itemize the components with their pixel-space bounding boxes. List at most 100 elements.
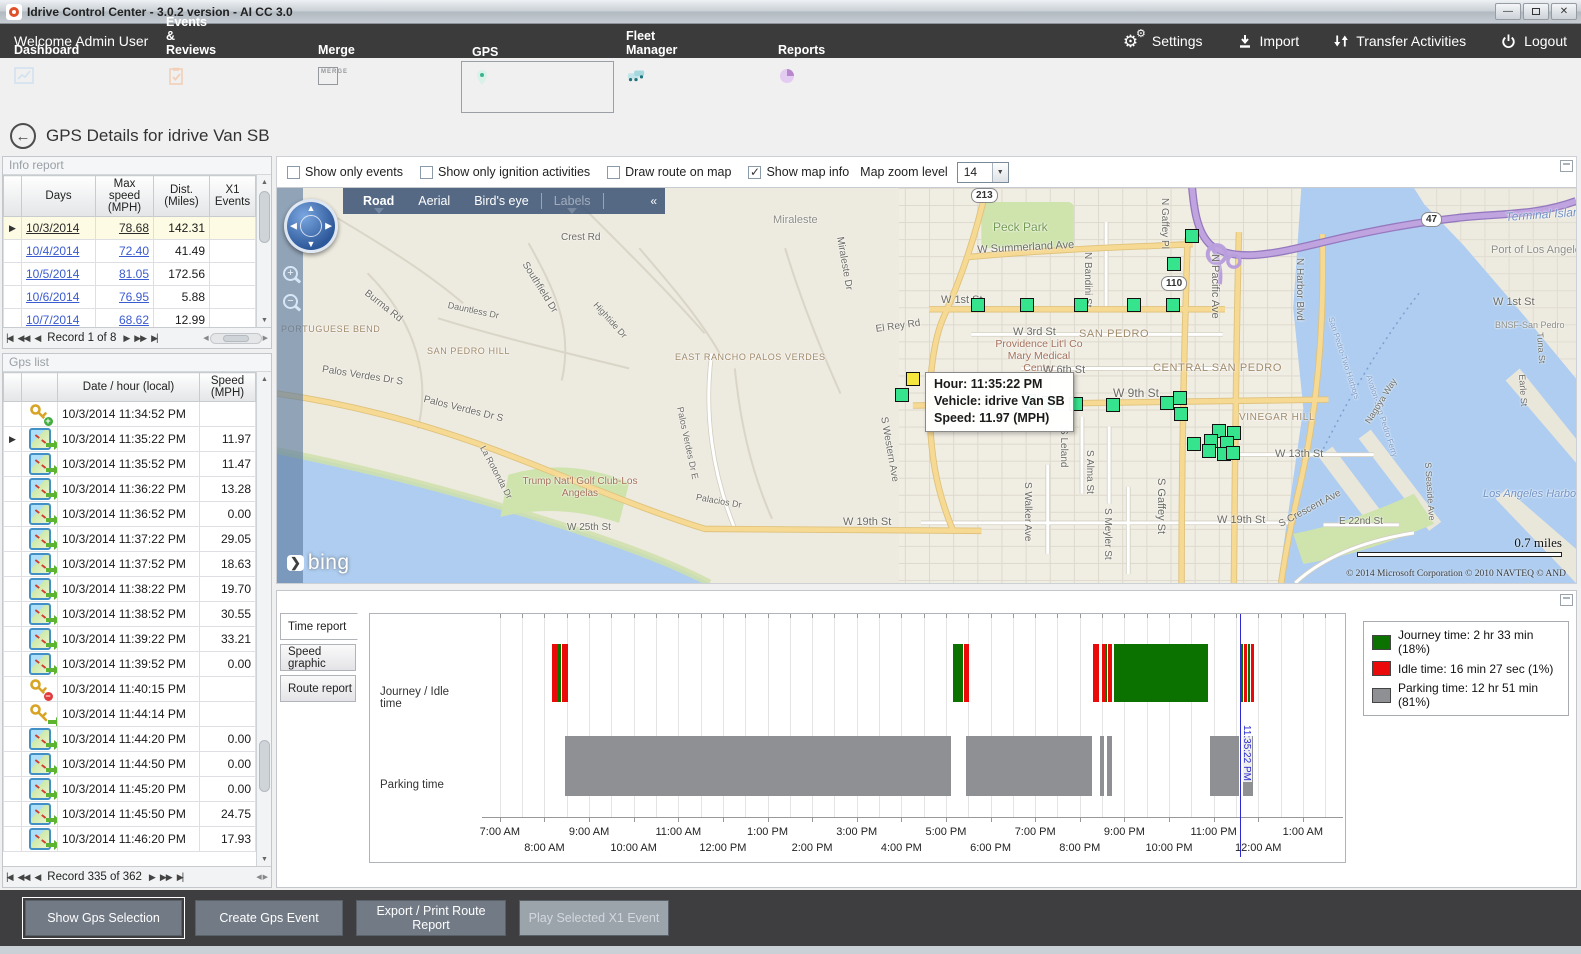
col-x1-events[interactable]: X1 Events: [209, 175, 256, 217]
gps-list-row[interactable]: 10/3/2014 11:39:52 PM 0.00: [3, 651, 256, 677]
map-marker[interactable]: [1167, 257, 1181, 271]
col-speed[interactable]: Speed (MPH): [199, 372, 256, 402]
map-compass[interactable]: ▲ ▼ ◀ ▶: [284, 199, 338, 253]
pager-prev[interactable]: ◀: [34, 332, 41, 343]
settings-button[interactable]: ⚙ ⚙ Settings: [1123, 28, 1203, 51]
map-marker[interactable]: [895, 388, 909, 402]
gps-list-row[interactable]: 10/3/2014 11:36:22 PM 13.28: [3, 476, 256, 502]
pager-first[interactable]: ◀: [6, 872, 14, 883]
map-marker[interactable]: [1160, 396, 1174, 410]
pan-right-icon[interactable]: ▶: [325, 220, 332, 231]
max-speed-link[interactable]: 78.68: [118, 221, 149, 235]
create-gps-event-button[interactable]: Create Gps Event: [195, 900, 343, 936]
gps-list-row[interactable]: 10/3/2014 11:36:52 PM 0.00: [3, 501, 256, 527]
tab-speed-graphic[interactable]: Speed graphic: [280, 644, 356, 671]
pager-last[interactable]: ▶: [151, 333, 158, 344]
gps-list-row[interactable]: 10/3/2014 11:45:50 PM 24.75: [3, 801, 256, 827]
gps-hscrollbar[interactable]: ◀ ▶: [256, 874, 268, 881]
col-datetime[interactable]: Date / hour (local): [57, 372, 200, 402]
tab-time-report[interactable]: Time report: [280, 613, 358, 640]
info-report-row[interactable]: 10/7/2014 68.62 12.99: [3, 308, 256, 327]
map-marker[interactable]: [971, 298, 985, 312]
pager-prev-page[interactable]: ◀◀: [17, 332, 31, 343]
pager-next[interactable]: ▶: [123, 332, 130, 343]
checkbox-show-map-info[interactable]: ✓ Show map info: [748, 165, 850, 179]
checkbox-show-only-ignition-activities[interactable]: Show only ignition activities: [419, 165, 590, 179]
map-tab-road[interactable]: Road: [351, 194, 406, 214]
zoom-out-icon[interactable]: −: [283, 294, 298, 309]
map-marker[interactable]: [1202, 444, 1216, 458]
gps-list-row[interactable]: 10/3/2014 11:38:52 PM 30.55: [3, 601, 256, 627]
pan-up-icon[interactable]: ▲: [306, 203, 316, 213]
scroll-down-icon[interactable]: ▼: [261, 316, 268, 324]
pager-next-page[interactable]: ▶▶: [159, 871, 173, 882]
show-gps-selection-button[interactable]: Show Gps Selection: [22, 897, 185, 939]
tab-route-report[interactable]: Route report: [280, 675, 356, 702]
logout-button[interactable]: Logout: [1500, 33, 1567, 50]
import-button[interactable]: Import: [1237, 33, 1299, 49]
pager-last[interactable]: ▶: [177, 872, 184, 883]
gps-list-row[interactable]: 10/3/2014 11:37:52 PM 18.63: [3, 551, 256, 577]
gps-list-row[interactable]: 10/3/2014 11:39:22 PM 33.21: [3, 626, 256, 652]
col-dist[interactable]: Dist. (Miles): [153, 175, 210, 217]
gps-list-row[interactable]: 10/3/2014 11:44:20 PM 0.00: [3, 726, 256, 752]
scroll-up-icon[interactable]: ▲: [261, 178, 268, 186]
scroll-up-icon[interactable]: ▲: [261, 375, 268, 383]
map-marker[interactable]: [1166, 298, 1180, 312]
map-tab-aerial[interactable]: Aerial: [418, 194, 451, 208]
pan-left-icon[interactable]: ◀: [290, 220, 297, 231]
checkbox-draw-route-on-map[interactable]: Draw route on map: [607, 165, 731, 179]
map-marker[interactable]: [1020, 298, 1034, 312]
pager-prev-page[interactable]: ◀◀: [17, 871, 31, 882]
day-link[interactable]: 10/5/2014: [26, 267, 80, 281]
info-report-row[interactable]: 10/6/2014 76.95 5.88: [3, 285, 256, 309]
scroll-down-icon[interactable]: ▼: [261, 855, 268, 863]
checkbox-show-only-events[interactable]: Show only events: [287, 165, 403, 179]
map-tab-labels[interactable]: Labels: [542, 194, 603, 214]
map-marker[interactable]: [1173, 391, 1187, 405]
map-collapse-icon[interactable]: [1560, 160, 1573, 172]
transfer-activities-button[interactable]: Transfer Activities: [1333, 33, 1466, 49]
pager-next[interactable]: ▶: [148, 871, 156, 882]
gps-list-row[interactable]: 10/3/2014 11:35:52 PM 11.47: [3, 451, 256, 477]
pager-prev[interactable]: ◀: [34, 871, 41, 882]
col-days[interactable]: Days: [21, 175, 96, 217]
map-marker[interactable]: [1127, 298, 1141, 312]
info-report-row[interactable]: 10/5/2014 81.05 172.56: [3, 262, 256, 286]
minimize-button[interactable]: —: [1495, 3, 1521, 20]
export-print-route-report-button[interactable]: Export / Print Route Report: [356, 900, 506, 936]
max-speed-link[interactable]: 72.40: [118, 244, 149, 258]
gps-list-row[interactable]: 10/3/2014 11:45:20 PM 0.00: [3, 776, 256, 802]
play-selected-x1-event-button[interactable]: Play Selected X1 Event: [519, 900, 669, 936]
map-marker[interactable]: [1226, 446, 1240, 460]
day-link[interactable]: 10/4/2014: [26, 244, 80, 258]
map-marker[interactable]: [1187, 437, 1201, 451]
max-speed-link[interactable]: 68.62: [118, 313, 149, 327]
zoom-in-icon[interactable]: +: [283, 266, 298, 281]
maximize-button[interactable]: [1523, 3, 1549, 20]
pager-first[interactable]: ◀: [6, 333, 14, 344]
close-button[interactable]: ✕: [1551, 3, 1577, 20]
pager-next-page[interactable]: ▶▶: [134, 332, 147, 343]
map-pan-strip[interactable]: [277, 188, 303, 583]
max-speed-link[interactable]: 76.95: [118, 290, 149, 304]
gps-list-row[interactable]: + 10/3/2014 11:34:52 PM: [3, 401, 256, 427]
col-max-speed[interactable]: Max speed (MPH): [95, 175, 154, 217]
gps-list-row[interactable]: 10/3/2014 11:44:50 PM 0.00: [3, 751, 256, 777]
map-tab-birdseye[interactable]: Bird's eye: [474, 194, 529, 208]
bing-map[interactable]: ▲ ▼ ◀ ▶ + − Road Aerial Bird's eye Label…: [277, 187, 1576, 583]
map-marker[interactable]: [1185, 229, 1199, 243]
map-tabs-collapse-icon[interactable]: «: [650, 194, 657, 208]
day-link[interactable]: 10/7/2014: [26, 313, 80, 327]
map-marker[interactable]: [1106, 398, 1120, 412]
back-button[interactable]: ←: [10, 123, 36, 149]
info-report-row[interactable]: 10/4/2014 72.40 41.49: [3, 239, 256, 263]
chart-collapse-icon[interactable]: [1560, 594, 1573, 606]
gps-list-row[interactable]: 10/3/2014 11:38:22 PM 19.70: [3, 576, 256, 602]
day-link[interactable]: 10/6/2014: [26, 290, 80, 304]
map-marker[interactable]: [906, 372, 920, 386]
map-marker[interactable]: [1074, 298, 1088, 312]
pan-down-icon[interactable]: ▼: [306, 239, 316, 249]
info-report-row[interactable]: ▶ 10/3/2014 78.68 142.31: [3, 216, 256, 240]
gps-list-row[interactable]: 10/3/2014 11:46:20 PM 17.93: [3, 826, 256, 852]
